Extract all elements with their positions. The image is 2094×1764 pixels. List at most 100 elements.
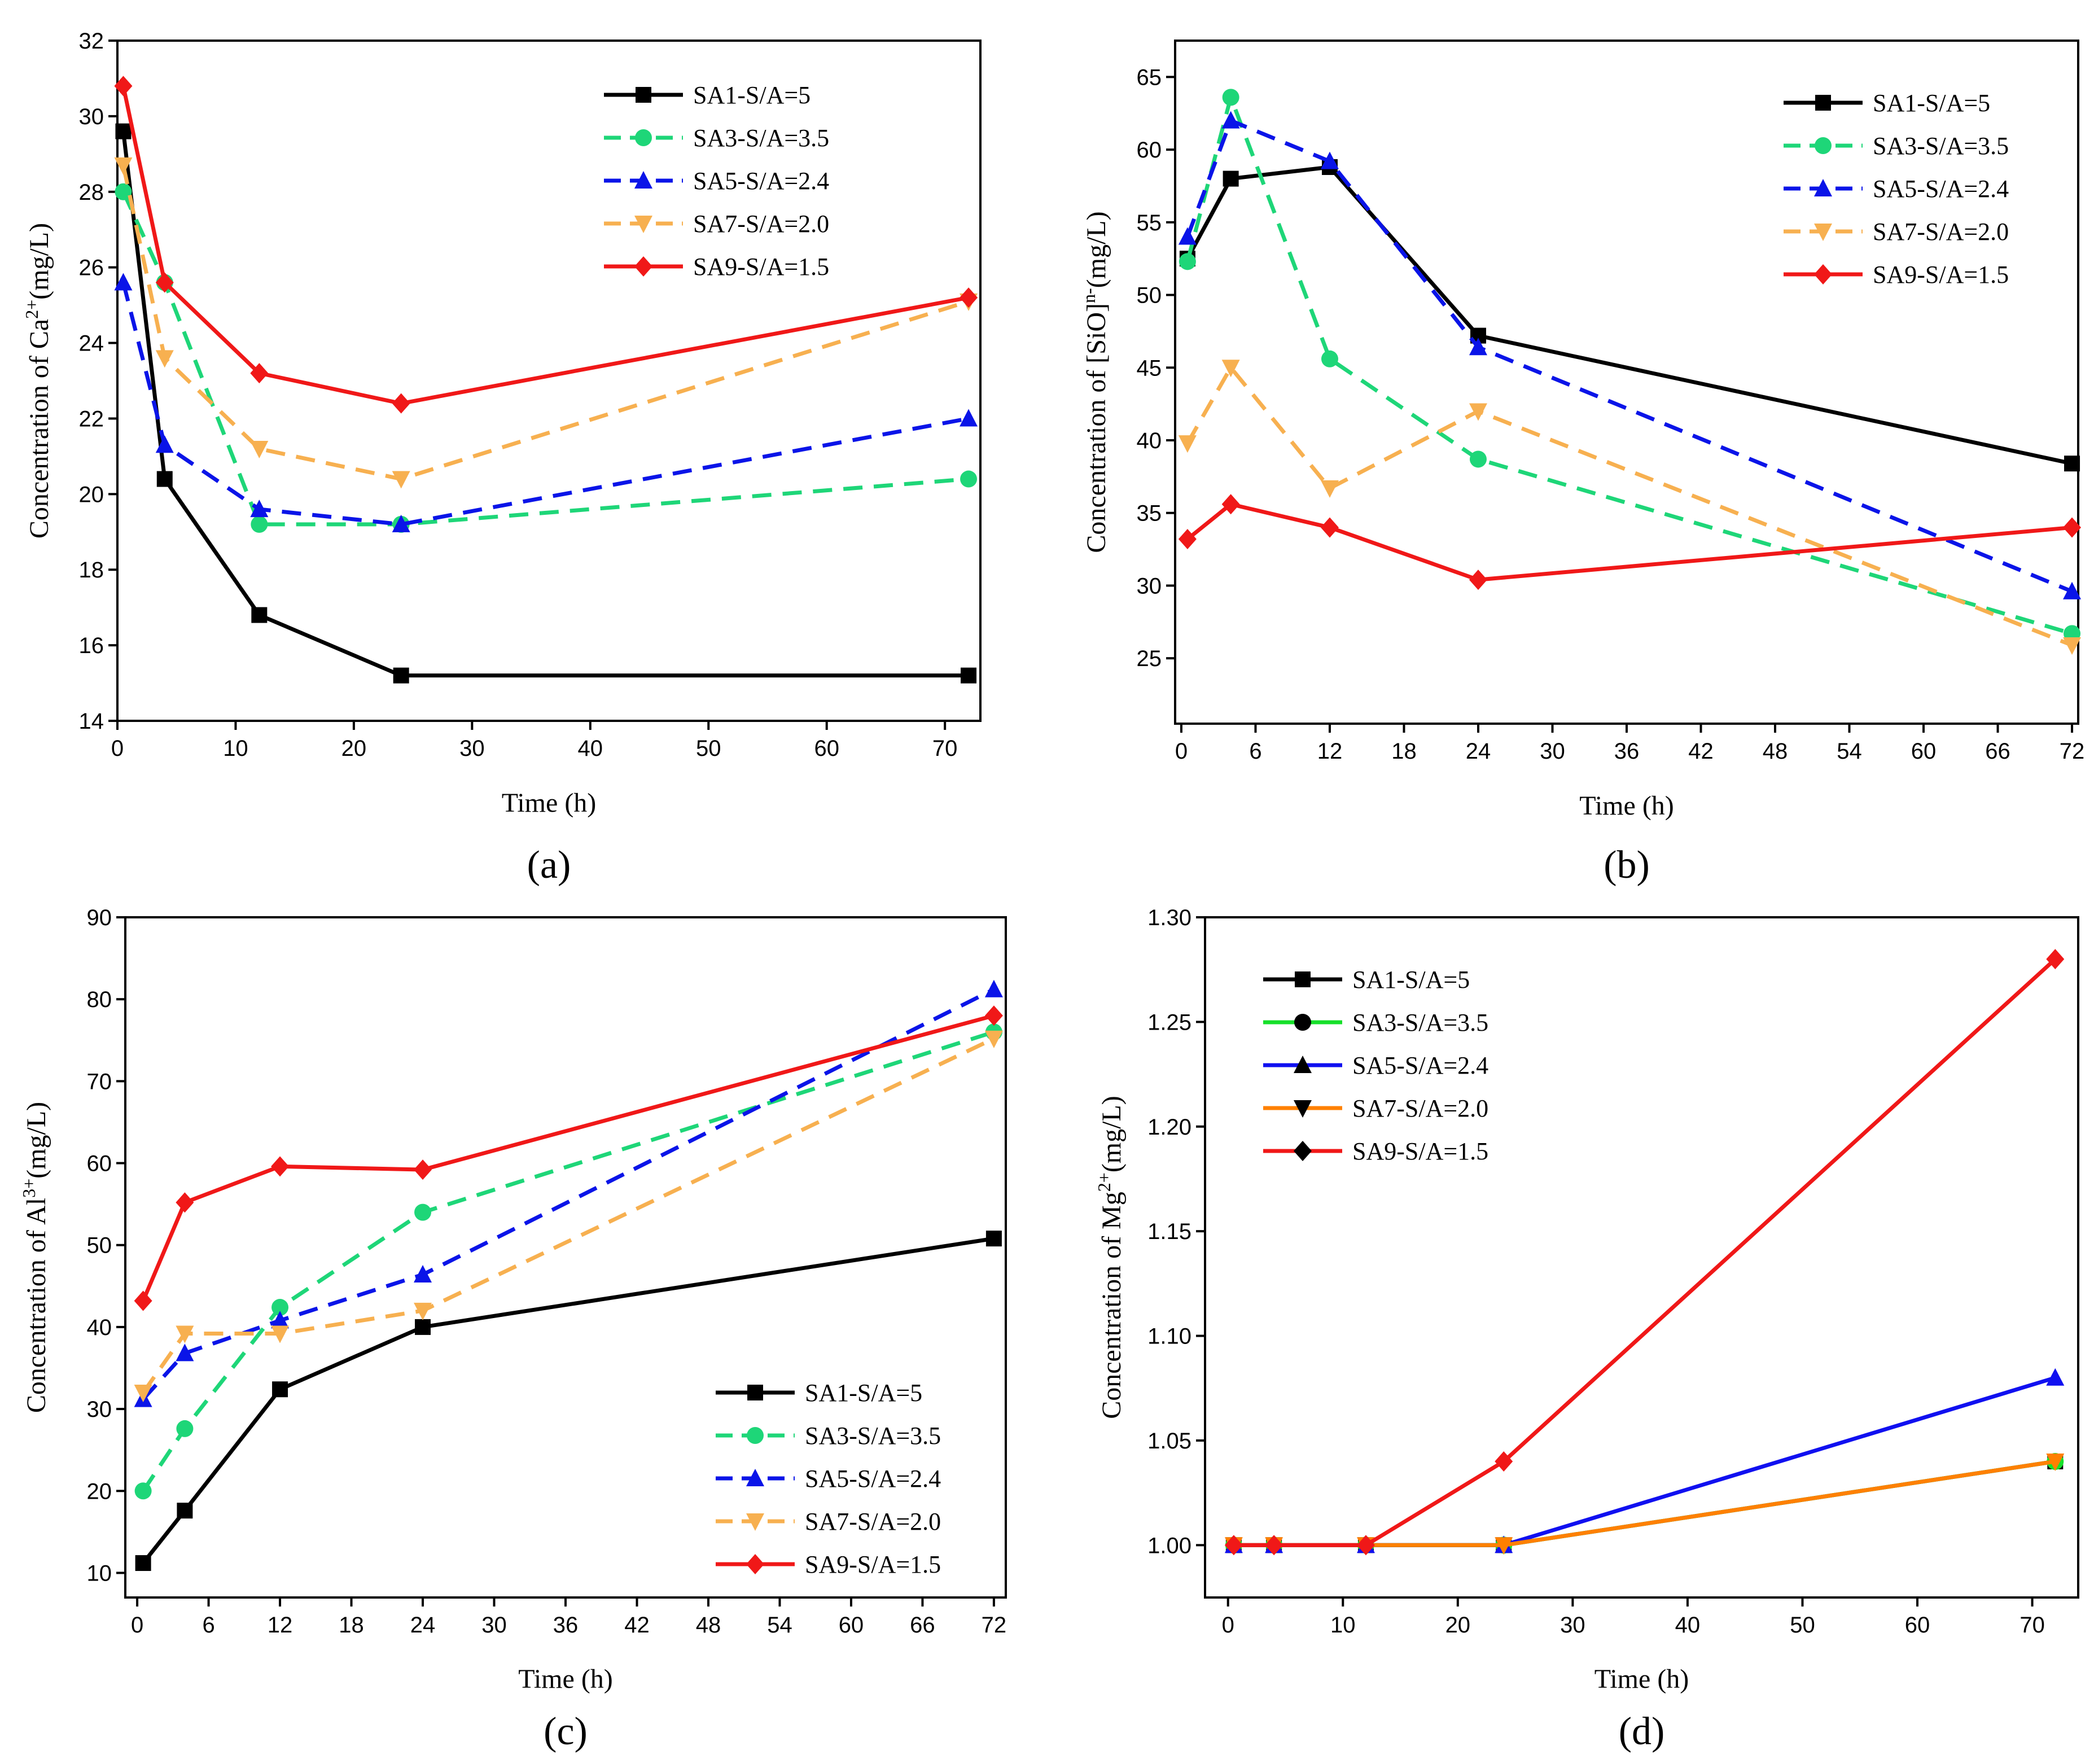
legend: SA1-S/A=5 SA3-S/A=3.5 SA5-S/A=2.4 SA7-S/A=2… (716, 1379, 941, 1578)
x-tick-label: 18 (339, 1613, 364, 1638)
data-point (134, 1290, 152, 1311)
y-tick-label: 32 (79, 29, 104, 54)
data-point (155, 435, 174, 453)
y-axis-title: Concentration of Mg2+(mg/L) (1094, 1096, 1127, 1419)
data-point (2046, 1368, 2065, 1386)
y-tick-label: 1.15 (1147, 1219, 1191, 1244)
x-tick-label: 40 (1675, 1613, 1701, 1638)
legend-label: SA5-S/A=2.4 (1352, 1052, 1488, 1079)
series-SA5-S/A=2.4 (1178, 111, 2082, 599)
data-point (1469, 338, 1487, 356)
x-tick-label: 0 (1175, 739, 1188, 764)
x-tick-label: 12 (1317, 739, 1343, 764)
legend: SA1-S/A=5 SA3-S/A=3.5 SA5-S/A=2.4 SA7-S/A=2… (604, 81, 829, 281)
legend-marker (636, 87, 651, 103)
series-SA7-S/A=2.0 (134, 1030, 1003, 1403)
x-tick-label: 6 (1249, 739, 1261, 764)
x-tick-label: 60 (839, 1613, 864, 1638)
y-axis-title: Concentration of Al3+(mg/L) (19, 1102, 51, 1413)
series-line (1185, 165, 2073, 466)
data-point (392, 471, 410, 489)
y-tick-label: 14 (79, 709, 104, 734)
data-point (271, 1156, 290, 1177)
data-point (985, 1231, 1002, 1247)
series-SA9-S/A=1.5 (1224, 949, 2065, 1556)
y-tick-label: 60 (1137, 138, 1162, 163)
legend-label: SA7-S/A=2.0 (1873, 218, 2009, 246)
data-point (250, 441, 269, 458)
data-point (415, 1319, 431, 1335)
data-point (134, 1482, 152, 1500)
data-point (2063, 581, 2082, 599)
y-tick-label: 30 (79, 104, 104, 129)
data-point (961, 667, 977, 684)
legend-label: SA3-S/A=3.5 (805, 1422, 941, 1450)
data-point (1178, 435, 1197, 453)
series-SA9-S/A=1.5 (114, 76, 978, 414)
y-tick-label: 40 (87, 1315, 112, 1340)
data-point (393, 667, 409, 684)
legend-label: SA3-S/A=3.5 (1352, 1009, 1488, 1036)
y-tick-label: 35 (1137, 501, 1162, 526)
x-tick-label: 30 (481, 1613, 507, 1638)
x-tick-label: 50 (696, 736, 721, 761)
plot-frame (1204, 916, 2079, 1599)
y-tick-label: 50 (87, 1233, 112, 1258)
legend: SA1-S/A=5 SA3-S/A=3.5 SA5-S/A=2.4 SA7-S/A=2… (1263, 966, 1488, 1165)
series-SA5-S/A=2.4 (134, 979, 1003, 1407)
y-tick-label: 1.20 (1147, 1115, 1191, 1140)
legend-label: SA3-S/A=3.5 (1873, 132, 2009, 160)
series-line (121, 85, 969, 406)
legend-label: SA9-S/A=1.5 (805, 1551, 941, 1578)
legend-label: SA1-S/A=5 (693, 81, 811, 109)
data-point (1495, 1451, 1513, 1472)
data-point (2046, 1454, 2065, 1471)
data-point (271, 1299, 289, 1316)
x-tick-label: 42 (1688, 739, 1714, 764)
data-point (272, 1381, 288, 1398)
x-tick-label: 60 (814, 736, 839, 761)
data-point (1224, 1535, 1243, 1556)
legend-label: SA9-S/A=1.5 (693, 253, 829, 281)
data-point (960, 409, 978, 427)
data-point (114, 76, 133, 97)
x-tick-label: 54 (767, 1613, 792, 1638)
data-point (271, 1311, 290, 1329)
data-point (984, 1030, 1003, 1048)
data-point (1178, 227, 1197, 245)
series-line (141, 1036, 995, 1394)
data-point (392, 514, 410, 532)
y-tick-label: 18 (79, 558, 104, 583)
legend-marker (634, 256, 652, 277)
data-point (251, 515, 268, 533)
legend-label: SA1-S/A=5 (805, 1379, 922, 1407)
plot-frame (116, 40, 982, 722)
x-tick-label: 0 (1222, 1613, 1234, 1638)
data-point (984, 979, 1003, 997)
x-axis-title: Time (h) (1594, 1664, 1689, 1694)
legend-marker (635, 129, 652, 146)
panel-label: (d) (1619, 1710, 1665, 1753)
x-tick-label: 30 (1560, 1613, 1585, 1638)
series-line (1186, 502, 2073, 582)
data-point (2064, 456, 2080, 472)
data-point (1320, 480, 1339, 498)
data-point (134, 1385, 152, 1403)
y-tick-label: 25 (1137, 646, 1162, 671)
legend-marker (1294, 1100, 1312, 1118)
y-tick-label: 90 (87, 905, 112, 930)
series-SA9-S/A=1.5 (134, 1005, 1003, 1311)
x-tick-label: 10 (223, 736, 248, 761)
series-line (1185, 95, 2073, 636)
y-tick-label: 80 (87, 987, 112, 1012)
data-point (1495, 1537, 1513, 1555)
data-point (984, 1005, 1003, 1026)
legend-marker (1294, 1056, 1312, 1073)
data-point (115, 123, 132, 139)
x-tick-label: 66 (910, 1613, 935, 1638)
y-tick-label: 20 (79, 482, 104, 507)
legend-marker (1814, 179, 1832, 196)
y-tick-label: 1.05 (1147, 1429, 1191, 1454)
data-point (1222, 89, 1239, 106)
